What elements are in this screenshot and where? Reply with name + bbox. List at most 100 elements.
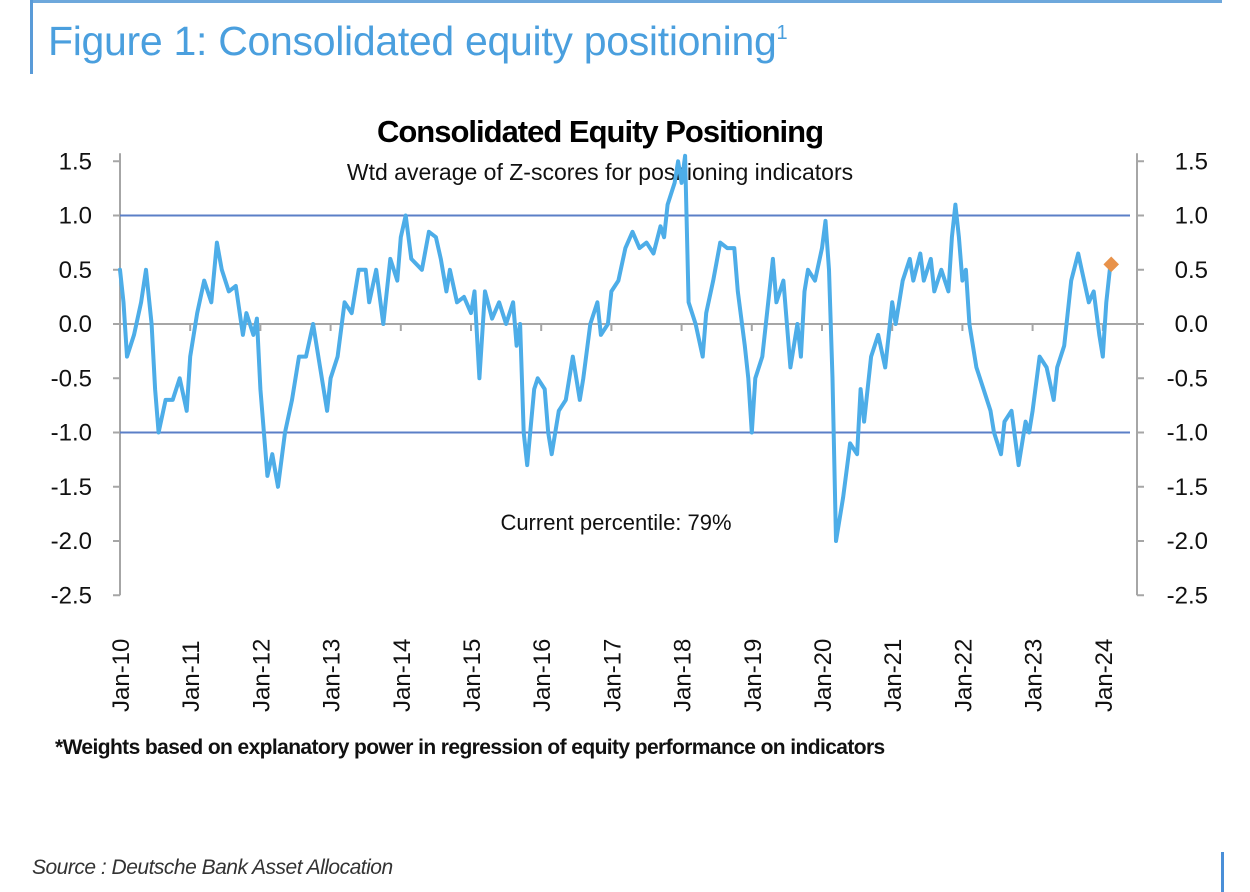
data-point (511, 300, 515, 304)
data-point (588, 322, 592, 326)
data-point (1101, 354, 1105, 359)
data-point (209, 300, 213, 304)
data-point (448, 268, 452, 272)
data-point (462, 295, 466, 299)
data-point (427, 230, 431, 234)
x-tick-label: Jan-24 (1091, 639, 1118, 712)
chart: Consolidated Equity Positioning Wtd aver… (51, 114, 1208, 712)
data-point (185, 409, 189, 413)
data-point (304, 354, 308, 359)
data-point (781, 279, 785, 283)
right-y-tick-label: 1.0 (1175, 203, 1208, 230)
data-point (290, 398, 294, 402)
data-point (357, 268, 361, 272)
data-point (939, 268, 943, 272)
data-point (599, 333, 603, 337)
data-point (662, 235, 666, 239)
data-point (522, 430, 526, 435)
data-point (399, 235, 403, 239)
data-point (265, 474, 270, 478)
data-point (153, 387, 157, 391)
left-y-tick-label: 1.5 (59, 148, 92, 175)
data-point (395, 279, 399, 283)
data-point (908, 257, 912, 261)
data-point (483, 289, 487, 294)
data-point (974, 365, 979, 369)
data-point (439, 257, 443, 261)
data-point (1087, 300, 1091, 304)
data-point (121, 300, 126, 304)
data-point (1069, 279, 1073, 283)
data-point (992, 430, 996, 435)
page-accent-bar (1221, 852, 1224, 892)
data-point (1016, 463, 1021, 467)
x-tick-label: Jan-15 (459, 639, 486, 712)
data-point (144, 268, 148, 272)
data-point (227, 289, 231, 294)
data-point (536, 376, 540, 380)
chart-title: Consolidated Equity Positioning (377, 114, 823, 149)
data-point (1062, 344, 1066, 348)
figure-title-text: Figure 1: Consolidated equity positionin… (48, 18, 777, 64)
data-point (171, 398, 175, 402)
data-point (364, 268, 368, 272)
footnote: *Weights based on explanatory power in r… (55, 736, 885, 759)
data-point (732, 246, 736, 250)
data-point (578, 398, 582, 402)
data-point (806, 268, 810, 272)
data-point (1038, 354, 1042, 359)
data-point (672, 181, 677, 185)
data-point (950, 235, 954, 239)
data-point (929, 257, 933, 261)
data-point (637, 246, 642, 250)
data-point (255, 316, 259, 321)
data-point (455, 300, 459, 304)
right-y-tick-label: 0.5 (1175, 257, 1208, 284)
data-point (515, 344, 519, 348)
left-y-tick-label: 1.0 (59, 203, 92, 230)
right-y-tick-label: -0.5 (1167, 365, 1208, 392)
current-percentile-annotation: Current percentile: 79% (500, 510, 731, 535)
data-point (774, 300, 778, 304)
source-note: Source : Deutsche Bank Asset Allocation (32, 856, 393, 879)
x-tick-label: Jan-23 (1021, 639, 1048, 712)
data-point (367, 300, 371, 304)
data-point (469, 311, 473, 315)
data-point (999, 452, 1003, 456)
data-point (802, 289, 807, 294)
chart-subtitle: Wtd average of Z-scores for positioning … (347, 159, 853, 185)
data-point (381, 322, 385, 326)
data-point (477, 376, 482, 380)
data-point (318, 365, 322, 369)
x-tick-label: Jan-21 (880, 639, 907, 712)
data-point (149, 322, 154, 326)
data-point (967, 322, 972, 326)
data-point (311, 322, 315, 326)
x-tick-label: Jan-10 (108, 639, 135, 712)
data-point (1009, 409, 1014, 413)
data-point (125, 354, 129, 359)
data-point (894, 322, 898, 326)
data-point (1052, 398, 1056, 402)
data-point (922, 279, 926, 283)
left-y-tick-label: -2.5 (51, 582, 92, 609)
data-point (918, 251, 922, 256)
data-point (215, 241, 219, 245)
data-point (1097, 333, 1101, 337)
data-point (325, 409, 329, 413)
data-point (820, 246, 824, 250)
data-point (890, 300, 894, 304)
data-point (434, 235, 438, 239)
data-point (830, 376, 835, 380)
data-point (581, 376, 585, 380)
data-point (276, 485, 280, 489)
data-point (683, 154, 687, 158)
data-point (350, 311, 354, 315)
data-point (788, 365, 793, 369)
data-point (118, 268, 122, 272)
data-point (771, 257, 775, 261)
data-point (711, 279, 715, 283)
x-tick-label: Jan-14 (389, 639, 416, 712)
data-point (981, 387, 986, 391)
data-point (701, 354, 705, 359)
